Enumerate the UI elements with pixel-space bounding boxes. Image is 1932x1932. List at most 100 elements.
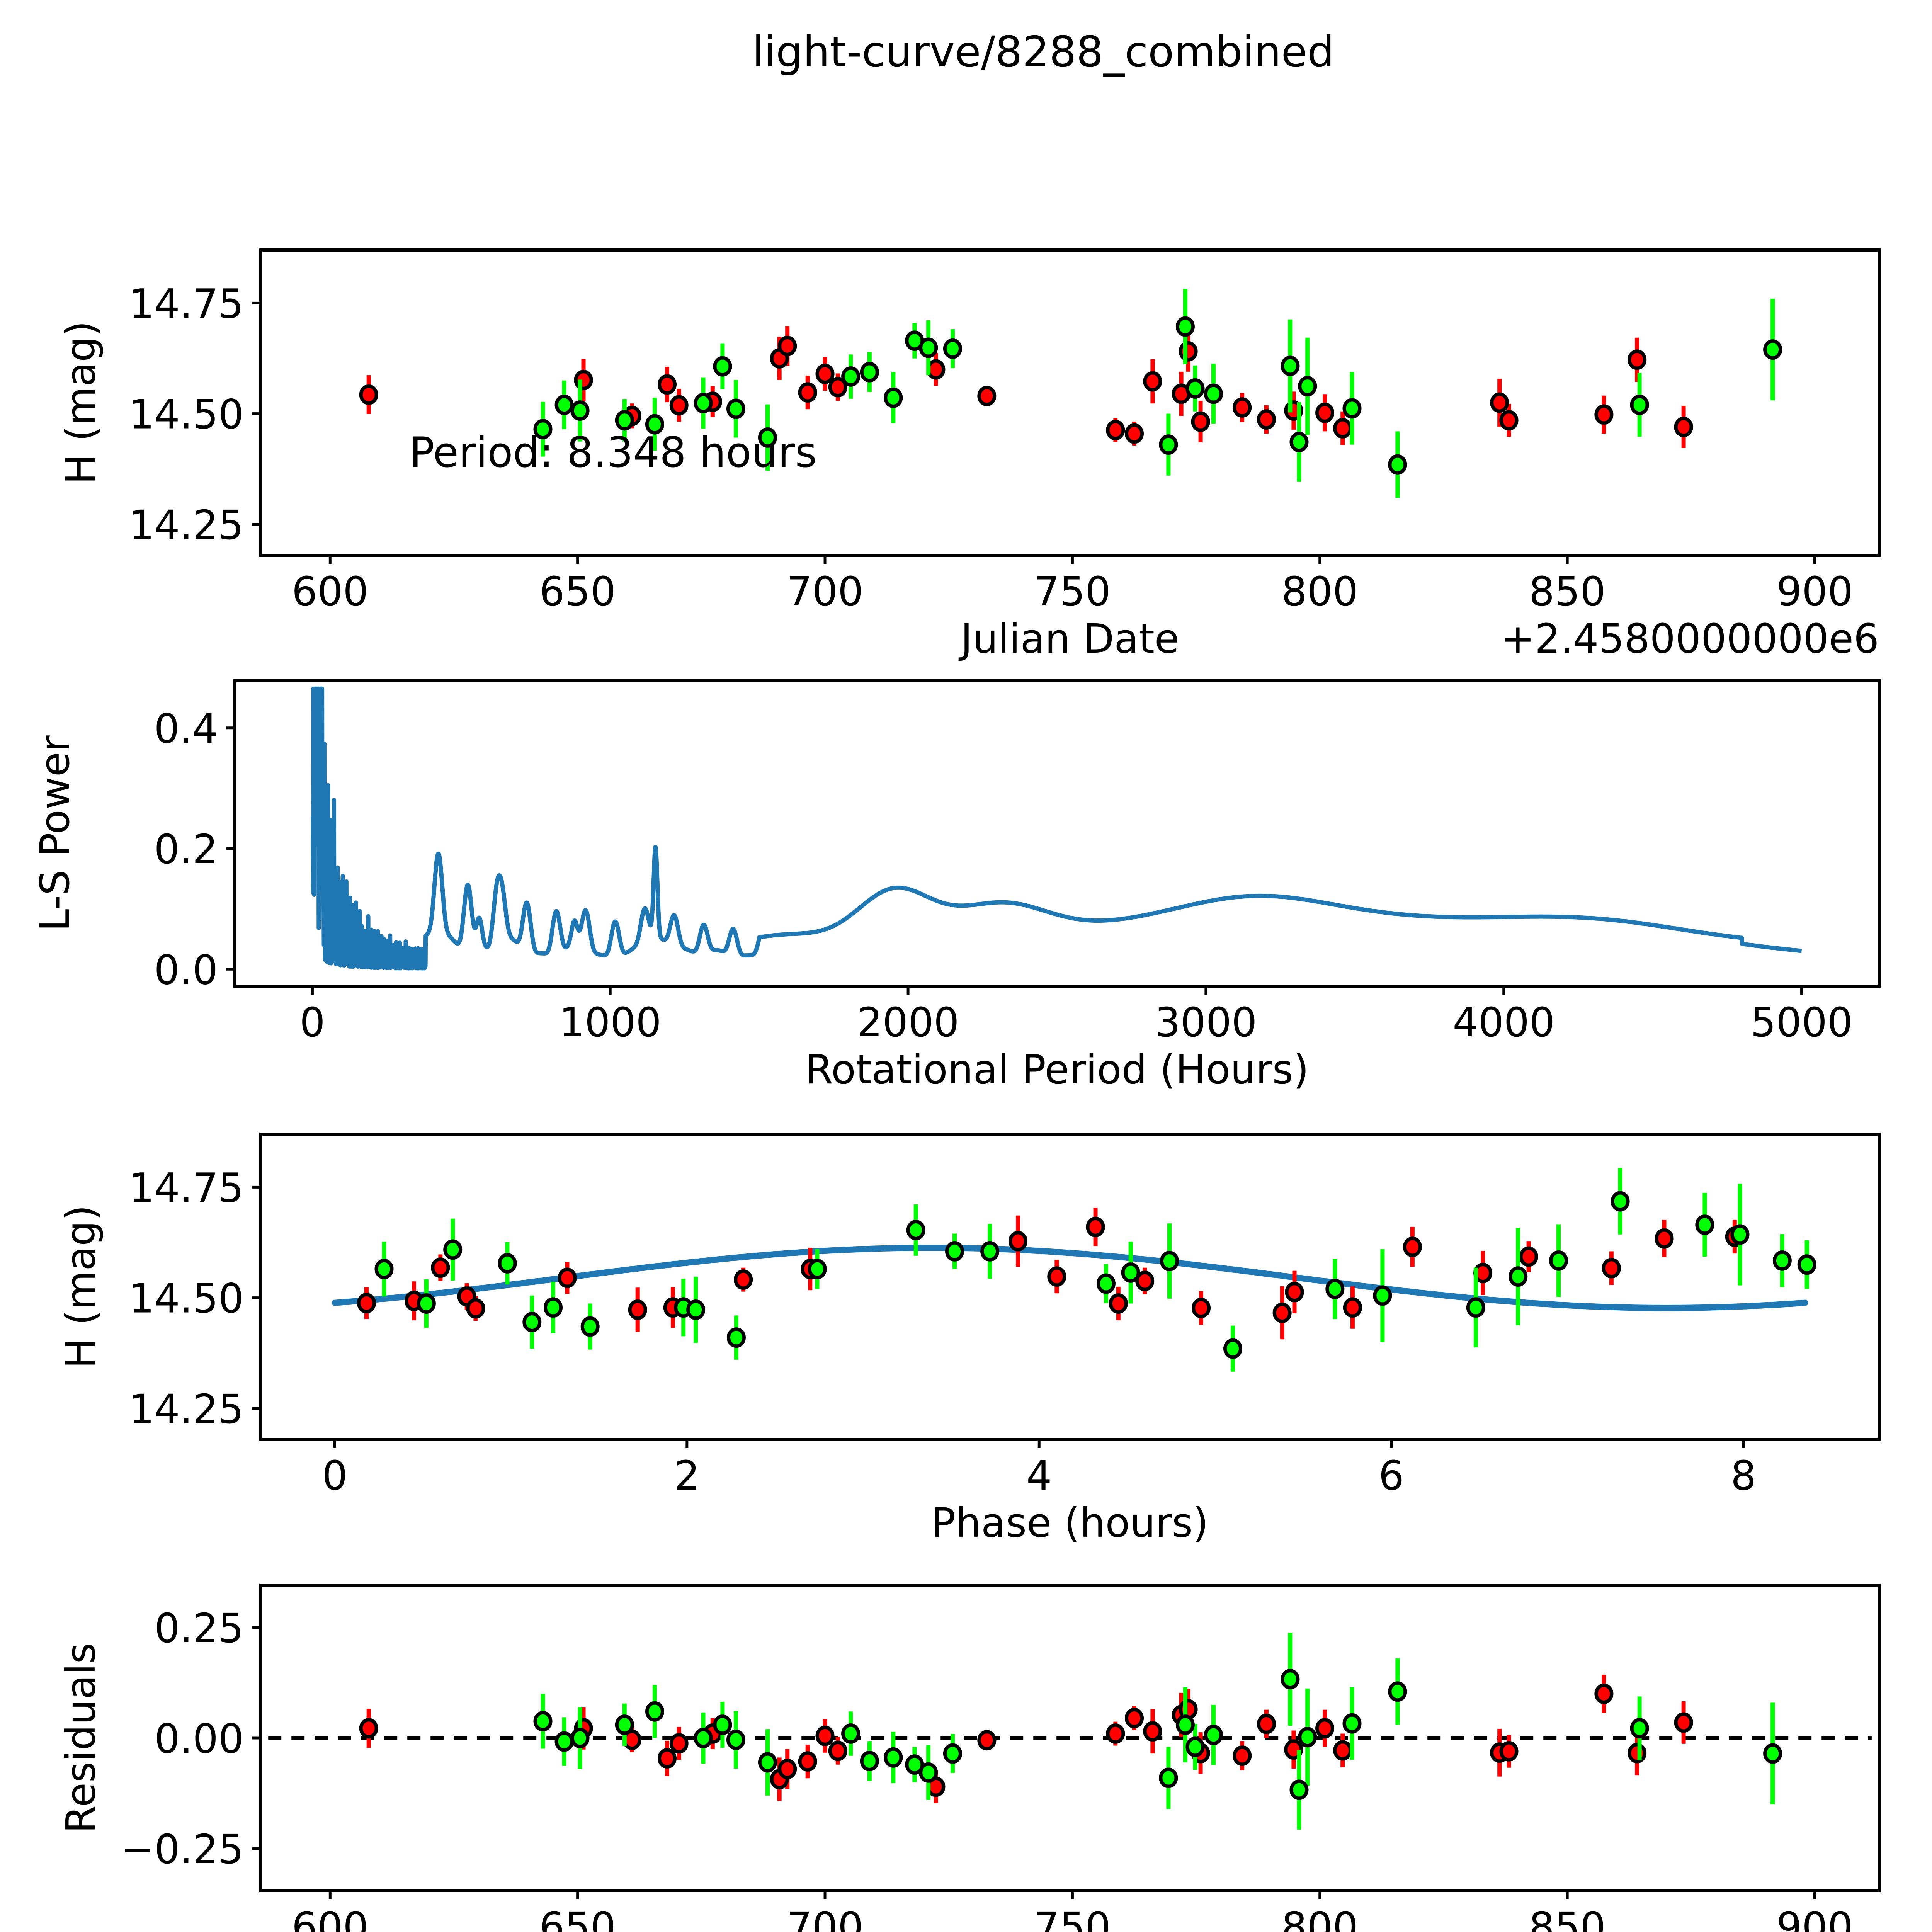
residuals-xticklabel: 700 bbox=[787, 1903, 864, 1932]
data-point bbox=[1159, 1767, 1178, 1788]
data-point bbox=[657, 374, 677, 395]
data-point bbox=[1343, 1297, 1362, 1318]
data-point bbox=[1233, 1745, 1252, 1766]
data-point bbox=[977, 1730, 997, 1751]
data-point bbox=[669, 1733, 689, 1754]
data-point bbox=[815, 364, 835, 384]
data-point bbox=[1096, 1273, 1116, 1294]
data-point bbox=[580, 1316, 600, 1337]
data-point bbox=[615, 410, 634, 431]
data-point bbox=[1519, 1246, 1538, 1267]
periodogram-yticklabel: 0.0 bbox=[154, 946, 218, 993]
data-point bbox=[1298, 376, 1317, 397]
data-point bbox=[1388, 454, 1407, 475]
data-point bbox=[1160, 1251, 1179, 1272]
figure-title: light-curve/8288_combined bbox=[752, 27, 1335, 77]
data-point bbox=[498, 1253, 517, 1274]
phasefold-xticklabel: 6 bbox=[1379, 1452, 1404, 1499]
data-point bbox=[798, 1751, 817, 1772]
data-point bbox=[1106, 1723, 1125, 1744]
lightcurve-xticklabel: 700 bbox=[787, 568, 864, 615]
data-point bbox=[943, 1743, 962, 1764]
data-point bbox=[906, 1219, 925, 1240]
data-point bbox=[726, 1730, 746, 1750]
data-point bbox=[570, 1728, 590, 1748]
data-point bbox=[1333, 418, 1352, 439]
series-green-filter bbox=[374, 1168, 1816, 1372]
phasefold-xticklabel: 0 bbox=[322, 1452, 347, 1499]
data-point bbox=[1159, 434, 1178, 455]
data-point bbox=[657, 1748, 677, 1769]
data-point bbox=[977, 386, 997, 406]
data-point bbox=[1403, 1236, 1422, 1257]
data-point bbox=[1281, 1669, 1300, 1690]
lightcurve-xticklabel: 850 bbox=[1529, 568, 1606, 615]
data-point bbox=[1388, 1681, 1407, 1702]
phasefold-axes-frame bbox=[259, 1133, 1881, 1441]
data-point bbox=[628, 1299, 647, 1320]
data-point bbox=[1257, 1713, 1276, 1734]
data-point bbox=[841, 1723, 861, 1744]
data-point bbox=[1549, 1250, 1568, 1271]
data-point bbox=[1763, 339, 1782, 360]
periodogram-yaxis-label: L-S Power bbox=[31, 735, 78, 931]
data-point bbox=[1192, 1298, 1211, 1318]
data-point bbox=[713, 1714, 732, 1735]
data-point bbox=[1124, 1708, 1144, 1728]
residuals-yticklabel: 0.25 bbox=[154, 1605, 244, 1652]
periodogram-yticklabel: 0.2 bbox=[154, 826, 218, 873]
data-point bbox=[828, 377, 847, 398]
data-point bbox=[1797, 1254, 1816, 1275]
data-point bbox=[1630, 395, 1649, 415]
phasefold-yaxis-label: H (mag) bbox=[57, 1205, 104, 1368]
data-point bbox=[1272, 1303, 1292, 1323]
data-point bbox=[1325, 1279, 1345, 1299]
data-point bbox=[558, 1267, 577, 1288]
data-point bbox=[1009, 1231, 1028, 1252]
phasefold-xticklabel: 8 bbox=[1731, 1452, 1756, 1499]
data-point bbox=[1281, 355, 1300, 376]
data-point bbox=[533, 1711, 553, 1731]
residuals-plot-area bbox=[268, 1633, 1872, 1830]
data-point bbox=[1509, 1266, 1528, 1287]
residuals-xticklabel: 600 bbox=[292, 1903, 369, 1932]
series-red-filter bbox=[359, 1675, 1693, 1803]
data-point bbox=[726, 398, 746, 419]
data-point bbox=[943, 338, 962, 359]
data-point bbox=[1315, 1718, 1335, 1739]
data-point bbox=[1135, 1270, 1155, 1291]
data-point bbox=[1490, 392, 1509, 413]
periodogram-yticklabel: 0.4 bbox=[154, 705, 218, 752]
data-point bbox=[1289, 432, 1309, 452]
lightcurve-yticklabel: 14.25 bbox=[129, 502, 244, 549]
data-point bbox=[1674, 1712, 1693, 1733]
data-point bbox=[1611, 1191, 1630, 1212]
periodogram-xticklabel: 3000 bbox=[1155, 999, 1257, 1046]
data-point bbox=[554, 395, 574, 415]
data-point bbox=[1630, 1718, 1649, 1739]
data-point bbox=[778, 335, 797, 356]
lightcurve-plot-area bbox=[359, 289, 1782, 498]
periodogram-xticklabel: 4000 bbox=[1452, 999, 1555, 1046]
data-point bbox=[645, 414, 664, 435]
data-point bbox=[1289, 1779, 1309, 1800]
data-point bbox=[1628, 1743, 1647, 1764]
data-point bbox=[815, 1725, 835, 1746]
data-point bbox=[1109, 1293, 1128, 1314]
data-point bbox=[1121, 1262, 1140, 1283]
lightcurve-xticklabel: 750 bbox=[1034, 568, 1111, 615]
data-point bbox=[1674, 417, 1693, 437]
data-point bbox=[543, 1297, 563, 1318]
data-point bbox=[1124, 423, 1144, 444]
residuals-xticklabel: 750 bbox=[1034, 1903, 1111, 1932]
data-point bbox=[570, 400, 590, 421]
sinusoid-fit-line bbox=[332, 1245, 1808, 1311]
lightcurve-xaxis-offset-text: +2.4580000000e6 bbox=[1501, 615, 1879, 662]
data-point bbox=[669, 395, 689, 416]
lightcurve-period-annotation: Period: 8.348 hours bbox=[409, 429, 817, 477]
periodogram-xticklabel: 2000 bbox=[857, 999, 959, 1046]
data-point bbox=[1143, 371, 1162, 392]
data-point bbox=[466, 1298, 485, 1319]
phasefold-yticklabel: 14.25 bbox=[129, 1386, 244, 1433]
data-point bbox=[1257, 409, 1276, 430]
